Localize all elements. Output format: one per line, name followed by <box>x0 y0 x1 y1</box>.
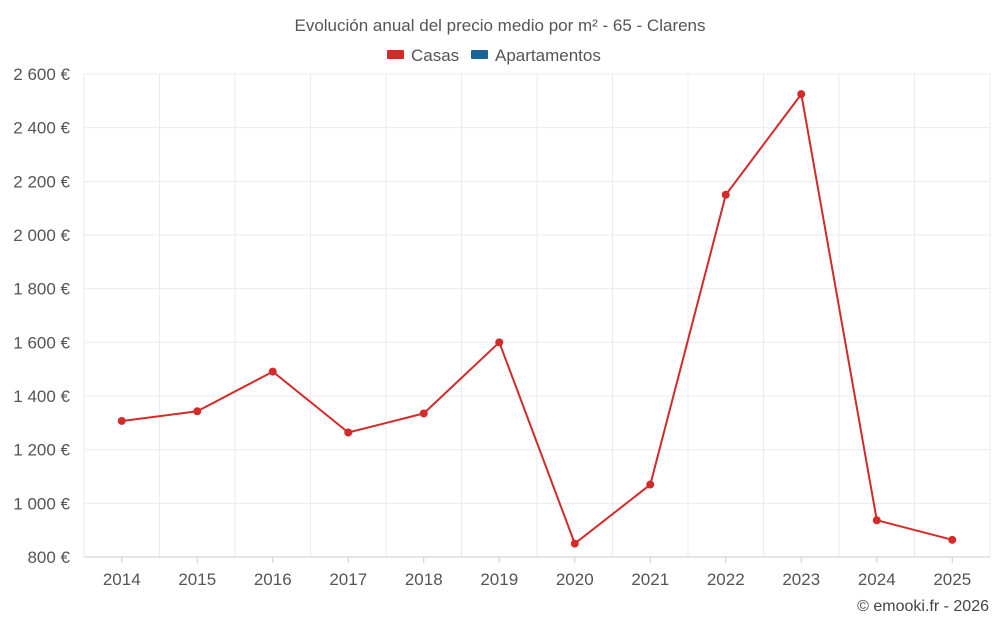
x-axis: 2014 2015 2016 2017 2018 2019 2020 2021 2022 2023… <box>84 556 990 589</box>
data-point[interactable] <box>570 539 579 548</box>
legend-label-casas: Casas <box>411 46 459 65</box>
y-axis: 800 € 1 000 € 1 200 € 1 400 € 1 600 € 1 800 €… <box>13 65 70 567</box>
data-point[interactable] <box>495 338 504 347</box>
legend-swatch-apartamentos <box>471 50 488 59</box>
data-point[interactable] <box>268 367 277 376</box>
chart-title: Evolución anual del precio medio por m² … <box>294 16 705 35</box>
y-tick-label: 2 600 € <box>13 65 70 84</box>
credit-text: © emooki.fr - 2026 <box>857 598 989 615</box>
data-point[interactable] <box>646 480 655 489</box>
x-tick-label: 2015 <box>178 570 216 589</box>
data-point[interactable] <box>419 409 428 418</box>
legend-item-apartamentos[interactable]: Apartamentos <box>471 46 601 65</box>
x-tick-label: 2016 <box>254 570 292 589</box>
y-tick-label: 2 200 € <box>13 172 70 191</box>
x-tick-label: 2023 <box>782 570 820 589</box>
x-tick-label: 2019 <box>480 570 518 589</box>
y-tick-label: 2 400 € <box>13 119 70 138</box>
legend-label-apartamentos: Apartamentos <box>495 46 601 65</box>
y-tick-label: 1 200 € <box>13 441 70 460</box>
x-tick-label: 2017 <box>329 570 367 589</box>
data-point[interactable] <box>797 90 806 99</box>
data-point[interactable] <box>344 428 353 437</box>
legend-item-casas[interactable]: Casas <box>387 46 459 65</box>
data-point[interactable] <box>193 407 202 416</box>
x-tick-label: 2022 <box>707 570 745 589</box>
grid <box>83 73 991 557</box>
y-tick-label: 1 800 € <box>13 280 70 299</box>
data-point[interactable] <box>948 535 957 544</box>
series-line-casas <box>121 93 953 545</box>
x-tick-label: 2018 <box>405 570 443 589</box>
x-tick-label: 2025 <box>933 570 971 589</box>
y-tick-label: 1 600 € <box>13 333 70 352</box>
data-point[interactable] <box>872 516 881 525</box>
y-tick-label: 1 000 € <box>13 494 70 513</box>
y-tick-label: 800 € <box>27 548 70 567</box>
x-tick-label: 2014 <box>103 570 141 589</box>
legend-swatch-casas <box>387 50 404 59</box>
data-point[interactable] <box>721 190 730 199</box>
y-tick-label: 2 000 € <box>13 226 70 245</box>
x-tick-label: 2021 <box>631 570 669 589</box>
series-casas <box>117 90 957 548</box>
x-tick-label: 2024 <box>858 570 896 589</box>
x-tick-label: 2020 <box>556 570 594 589</box>
data-point[interactable] <box>117 416 126 425</box>
y-tick-label: 1 400 € <box>13 387 70 406</box>
legend: Casas Apartamentos <box>387 46 601 65</box>
